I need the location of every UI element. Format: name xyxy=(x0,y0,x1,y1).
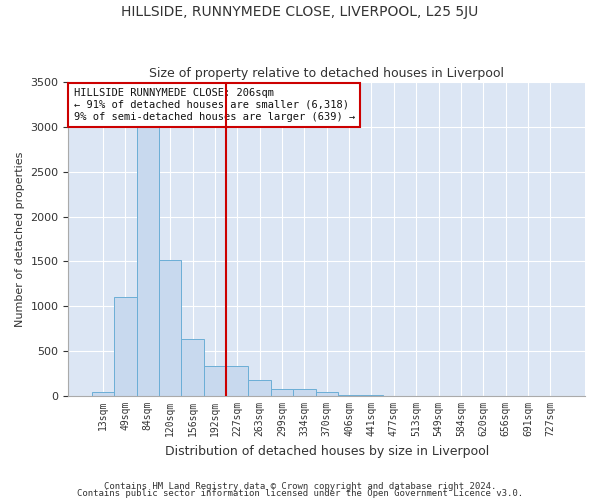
Bar xyxy=(92,392,114,396)
Text: HILLSIDE RUNNYMEDE CLOSE: 206sqm
← 91% of detached houses are smaller (6,318)
9%: HILLSIDE RUNNYMEDE CLOSE: 206sqm ← 91% o… xyxy=(74,88,355,122)
Bar xyxy=(137,127,159,396)
Text: Contains public sector information licensed under the Open Government Licence v3: Contains public sector information licen… xyxy=(77,490,523,498)
Text: HILLSIDE, RUNNYMEDE CLOSE, LIVERPOOL, L25 5JU: HILLSIDE, RUNNYMEDE CLOSE, LIVERPOOL, L2… xyxy=(121,5,479,19)
X-axis label: Distribution of detached houses by size in Liverpool: Distribution of detached houses by size … xyxy=(164,444,489,458)
Bar xyxy=(114,298,137,396)
Bar xyxy=(159,260,181,396)
Bar xyxy=(248,380,271,396)
Title: Size of property relative to detached houses in Liverpool: Size of property relative to detached ho… xyxy=(149,66,504,80)
Bar xyxy=(226,366,248,396)
Y-axis label: Number of detached properties: Number of detached properties xyxy=(15,152,25,326)
Bar xyxy=(338,395,360,396)
Bar xyxy=(271,389,293,396)
Bar xyxy=(293,389,316,396)
Bar xyxy=(316,392,338,396)
Bar xyxy=(181,338,204,396)
Bar xyxy=(204,366,226,396)
Text: Contains HM Land Registry data © Crown copyright and database right 2024.: Contains HM Land Registry data © Crown c… xyxy=(104,482,496,491)
